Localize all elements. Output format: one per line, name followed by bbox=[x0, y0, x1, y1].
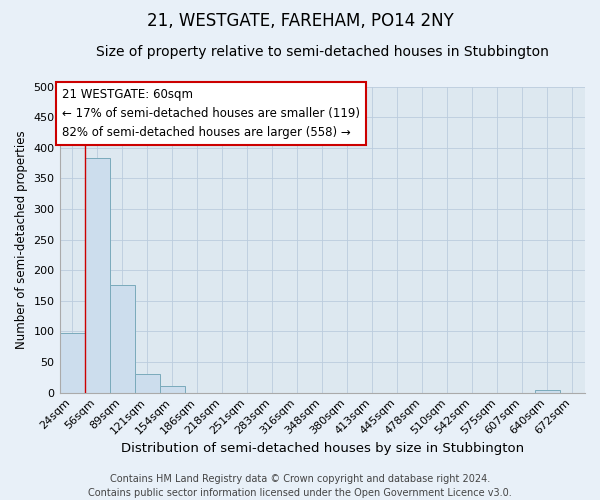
Bar bbox=[160, 386, 185, 392]
Text: Contains HM Land Registry data © Crown copyright and database right 2024.
Contai: Contains HM Land Registry data © Crown c… bbox=[88, 474, 512, 498]
Bar bbox=[134, 374, 160, 392]
Y-axis label: Number of semi-detached properties: Number of semi-detached properties bbox=[15, 130, 28, 349]
Title: Size of property relative to semi-detached houses in Stubbington: Size of property relative to semi-detach… bbox=[96, 45, 549, 59]
X-axis label: Distribution of semi-detached houses by size in Stubbington: Distribution of semi-detached houses by … bbox=[121, 442, 524, 455]
Bar bbox=[85, 158, 110, 392]
Bar bbox=[110, 286, 134, 393]
Bar bbox=[535, 390, 560, 392]
Text: 21, WESTGATE, FAREHAM, PO14 2NY: 21, WESTGATE, FAREHAM, PO14 2NY bbox=[146, 12, 454, 30]
Text: 21 WESTGATE: 60sqm
← 17% of semi-detached houses are smaller (119)
82% of semi-d: 21 WESTGATE: 60sqm ← 17% of semi-detache… bbox=[62, 88, 360, 139]
Bar bbox=[59, 333, 85, 392]
